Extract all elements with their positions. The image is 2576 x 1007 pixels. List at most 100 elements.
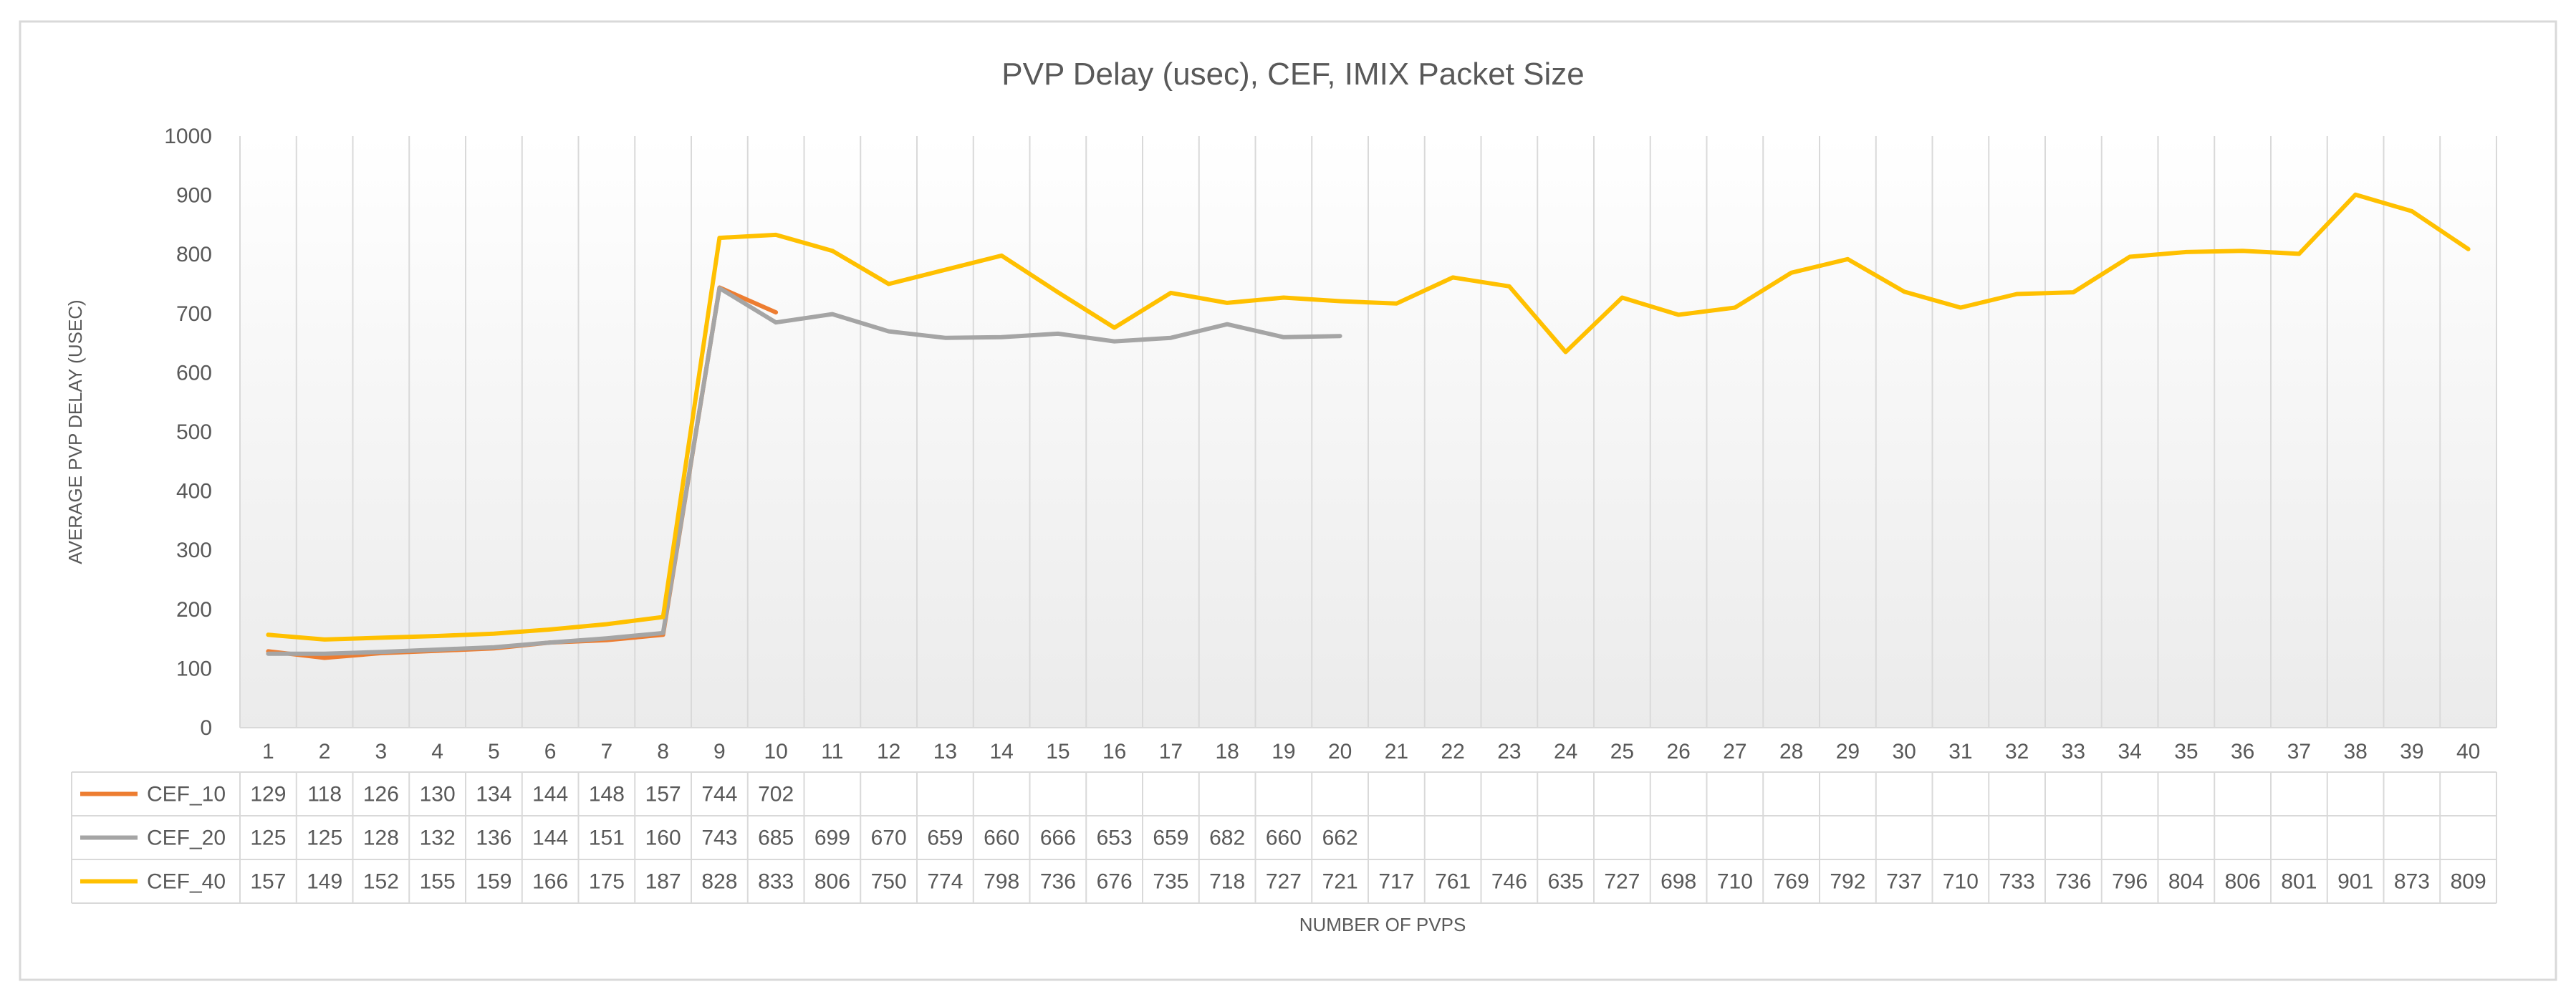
y-tick-label: 0 bbox=[200, 716, 212, 740]
y-tick-label: 500 bbox=[176, 420, 212, 444]
y-axis-label: AVERAGE PVP DELAY (USEC) bbox=[64, 299, 86, 564]
y-tick-label: 1000 bbox=[164, 125, 212, 148]
data-label: 721 bbox=[1322, 870, 1358, 894]
chart-title: PVP Delay (usec), CEF, IMIX Packet Size bbox=[1001, 57, 1584, 92]
x-tick-label: 28 bbox=[1779, 740, 1803, 763]
data-label: 733 bbox=[1999, 870, 2035, 894]
data-label: 718 bbox=[1209, 870, 1245, 894]
x-tick-label: 1 bbox=[262, 740, 274, 763]
x-tick-label: 21 bbox=[1385, 740, 1408, 763]
data-label: 873 bbox=[2394, 870, 2430, 894]
x-tick-label: 11 bbox=[821, 740, 843, 763]
data-label: 126 bbox=[363, 783, 399, 806]
x-tick-label: 36 bbox=[2231, 740, 2254, 763]
data-label: 727 bbox=[1604, 870, 1640, 894]
data-label: 798 bbox=[984, 870, 1019, 894]
x-tick-label: 23 bbox=[1497, 740, 1521, 763]
data-label: 710 bbox=[1943, 870, 1979, 894]
x-tick-label: 38 bbox=[2343, 740, 2367, 763]
data-label: 132 bbox=[420, 827, 456, 850]
x-tick-label: 2 bbox=[319, 740, 331, 763]
y-tick-label: 700 bbox=[176, 302, 212, 326]
x-tick-label: 16 bbox=[1102, 740, 1126, 763]
data-label: 148 bbox=[589, 783, 625, 806]
x-tick-label: 26 bbox=[1666, 740, 1690, 763]
data-label: 125 bbox=[307, 827, 342, 850]
data-label: 128 bbox=[363, 827, 399, 850]
data-label: 685 bbox=[758, 827, 794, 850]
y-tick-label: 300 bbox=[176, 539, 212, 562]
x-tick-label: 7 bbox=[601, 740, 613, 763]
data-label: 702 bbox=[758, 783, 794, 806]
x-tick-label: 29 bbox=[1836, 740, 1860, 763]
data-label: 736 bbox=[2055, 870, 2091, 894]
x-tick-label: 9 bbox=[713, 740, 726, 763]
data-label: 744 bbox=[701, 783, 737, 806]
data-label: 130 bbox=[420, 783, 456, 806]
data-label: 159 bbox=[476, 870, 511, 894]
data-label: 833 bbox=[758, 870, 794, 894]
data-label: 187 bbox=[645, 870, 681, 894]
y-tick-label: 100 bbox=[176, 657, 212, 680]
x-tick-label: 20 bbox=[1328, 740, 1352, 763]
data-label: 670 bbox=[871, 827, 907, 850]
data-label: 155 bbox=[420, 870, 456, 894]
y-tick-label: 200 bbox=[176, 598, 212, 622]
data-label: 151 bbox=[589, 827, 625, 850]
x-tick-label: 37 bbox=[2287, 740, 2311, 763]
x-tick-label: 14 bbox=[989, 740, 1013, 763]
x-tick-label: 34 bbox=[2118, 740, 2141, 763]
data-label: 152 bbox=[363, 870, 399, 894]
x-tick-label: 24 bbox=[1554, 740, 1577, 763]
data-label: 676 bbox=[1097, 870, 1133, 894]
legend-label: CEF_20 bbox=[147, 827, 226, 850]
data-label: 660 bbox=[1266, 827, 1302, 850]
data-label: 175 bbox=[589, 870, 625, 894]
data-label: 118 bbox=[307, 783, 342, 806]
x-tick-label: 3 bbox=[375, 740, 388, 763]
data-label: 735 bbox=[1153, 870, 1188, 894]
data-label: 144 bbox=[532, 827, 568, 850]
x-tick-label: 18 bbox=[1215, 740, 1239, 763]
series-line-cef-40 bbox=[266, 192, 2471, 642]
data-label: 144 bbox=[532, 783, 568, 806]
data-label: 662 bbox=[1322, 827, 1358, 850]
data-label: 761 bbox=[1435, 870, 1471, 894]
data-label: 125 bbox=[250, 827, 286, 850]
x-tick-label: 33 bbox=[2062, 740, 2085, 763]
data-label: 157 bbox=[645, 783, 681, 806]
data-label: 743 bbox=[701, 827, 737, 850]
data-label: 699 bbox=[814, 827, 850, 850]
data-label: 666 bbox=[1040, 827, 1076, 850]
data-label: 129 bbox=[250, 783, 286, 806]
data-label: 801 bbox=[2281, 870, 2317, 894]
x-tick-label: 25 bbox=[1610, 740, 1634, 763]
data-label: 659 bbox=[1153, 827, 1188, 850]
data-label: 710 bbox=[1717, 870, 1753, 894]
data-label: 806 bbox=[2225, 870, 2261, 894]
data-label: 809 bbox=[2451, 870, 2486, 894]
x-tick-label: 12 bbox=[877, 740, 900, 763]
x-tick-label: 17 bbox=[1159, 740, 1183, 763]
x-tick-label: 39 bbox=[2400, 740, 2423, 763]
x-tick-label: 40 bbox=[2456, 740, 2480, 763]
x-tick-label: 31 bbox=[1948, 740, 1972, 763]
y-tick-label: 600 bbox=[176, 361, 212, 385]
data-label: 157 bbox=[250, 870, 286, 894]
data-label: 804 bbox=[2168, 870, 2204, 894]
x-tick-label: 15 bbox=[1046, 740, 1070, 763]
y-tick-label: 800 bbox=[176, 243, 212, 266]
data-label: 136 bbox=[476, 827, 511, 850]
data-label: 750 bbox=[871, 870, 907, 894]
data-label: 635 bbox=[1548, 870, 1584, 894]
data-label: 682 bbox=[1209, 827, 1245, 850]
data-label: 792 bbox=[1830, 870, 1865, 894]
data-label: 160 bbox=[645, 827, 681, 850]
data-label: 746 bbox=[1491, 870, 1527, 894]
x-tick-label: 6 bbox=[544, 740, 557, 763]
data-label: 737 bbox=[1886, 870, 1922, 894]
data-label: 149 bbox=[307, 870, 342, 894]
x-tick-label: 4 bbox=[431, 740, 443, 763]
data-label: 717 bbox=[1378, 870, 1414, 894]
